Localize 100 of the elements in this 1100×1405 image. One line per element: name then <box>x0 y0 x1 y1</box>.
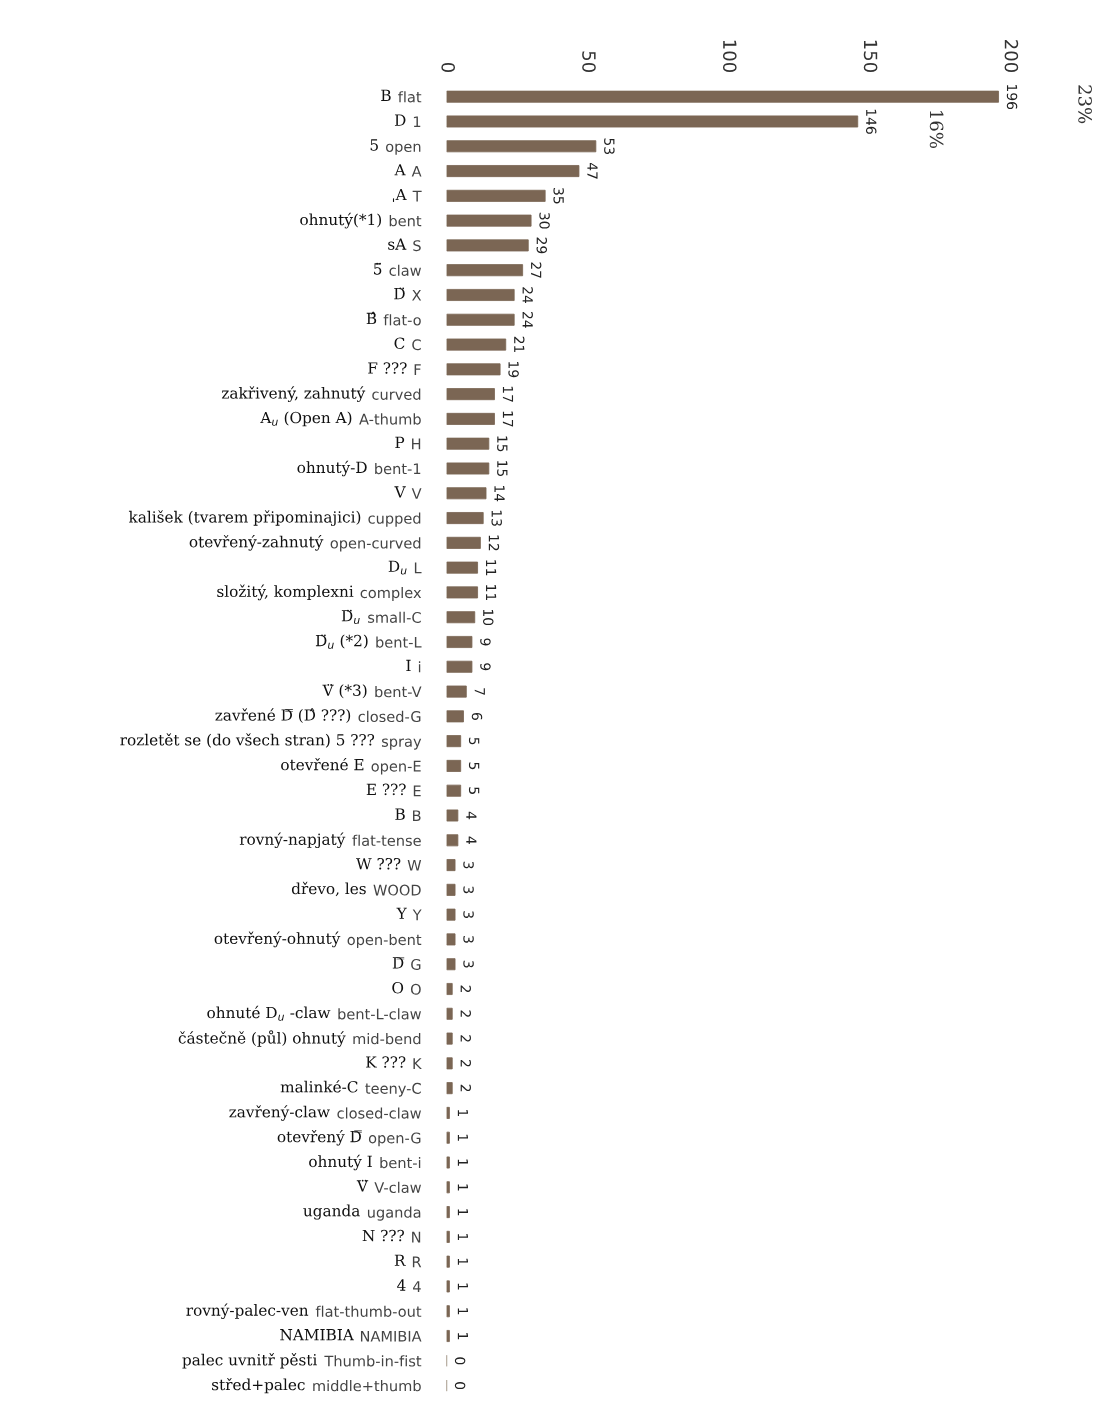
data-label: 1 <box>457 1258 468 1265</box>
y-tick-label: small-C <box>368 611 421 623</box>
text: zavřený-claw <box>229 1105 330 1121</box>
y-tick-label: bent-1 <box>375 462 421 475</box>
y-tick-label: open-bent <box>347 933 422 948</box>
text: otevřený-zahnutý <box>189 535 324 551</box>
text: malinké-C <box>280 1080 358 1093</box>
y-tick-label: bent-L-claw <box>338 1008 421 1020</box>
y-tick-label: K <box>413 1058 422 1069</box>
y-tick-label: flat-thumb-out <box>315 1305 422 1317</box>
y-tick-label: open-E <box>371 760 421 775</box>
x-tick-label: 200 <box>1004 40 1019 72</box>
y-tick-label: flat <box>398 91 422 103</box>
text: B̂ <box>366 311 377 324</box>
text: 23% <box>1078 85 1092 124</box>
text: D̈$_{u}$ (*2) <box>315 634 368 649</box>
data-label: 2 <box>460 1084 471 1092</box>
data-label: 9 <box>480 663 491 671</box>
x-tick-label: 0 <box>441 62 456 72</box>
data-label: 24 <box>522 287 533 304</box>
data-label: 1 <box>457 1209 468 1216</box>
text: rozletět se (do všech stran) 5 ??? <box>120 733 375 748</box>
y-tick-label: O <box>410 983 421 995</box>
y-tick-label: B <box>413 810 421 822</box>
y-tick-label: H <box>412 438 421 450</box>
data-label: 27 <box>531 262 542 278</box>
y-tick-label: WOOD <box>373 884 421 896</box>
y-tick-label: C <box>412 339 421 351</box>
text: W ??? <box>356 857 401 870</box>
text: V̈ <box>356 1179 369 1192</box>
text: kališek (tvarem připominajici) <box>128 510 361 526</box>
data-label: 0 <box>454 1382 466 1390</box>
y-tick-label: uganda <box>367 1206 421 1221</box>
y-tick-label: claw <box>389 264 421 276</box>
data-label: 146 <box>865 109 877 134</box>
y-tick-label: E <box>413 785 421 797</box>
text: ohnutý-D <box>297 460 367 477</box>
text: 5̈ <box>374 262 382 275</box>
data-label: 11 <box>486 585 497 600</box>
y-tick-label: bent-L <box>376 636 422 648</box>
y-tick-label: mid-bend <box>353 1033 421 1045</box>
text: N ??? <box>362 1229 404 1242</box>
y-tick-label: Thumb-in-fist <box>324 1355 422 1367</box>
x-tick-label: 50 <box>582 51 596 72</box>
y-tick-label: curved <box>372 388 421 400</box>
y-tick-label: cupped <box>368 512 421 527</box>
y-tick-label: closed-claw <box>337 1107 421 1119</box>
y-tick-label: V-claw <box>374 1181 421 1194</box>
data-label: 1 <box>457 1110 468 1117</box>
text: D <box>394 114 406 126</box>
data-label: 3 <box>463 911 474 918</box>
data-label: 14 <box>494 485 505 502</box>
data-label: 35 <box>553 188 564 204</box>
text: ohnutý I <box>309 1154 372 1171</box>
y-tick-label: open-curved <box>330 537 421 552</box>
y-tick-label: R <box>412 1256 422 1268</box>
text: D̈ <box>394 287 405 300</box>
text: rovný-napjatý <box>239 832 346 849</box>
data-label: 5 <box>468 737 480 745</box>
text: rovný-palec-ven <box>186 1303 309 1320</box>
text: složitý, komplexni <box>217 584 354 601</box>
data-label: 3 <box>463 936 474 943</box>
data-label: 17 <box>502 411 514 427</box>
y-tick-label: bent-i <box>380 1156 421 1169</box>
y-tick-label: T <box>412 190 422 202</box>
data-label: 9 <box>480 638 491 646</box>
y-tick-label: teeny-C <box>365 1082 421 1097</box>
text: otevřený D̿ <box>277 1129 362 1146</box>
data-label: 2 <box>460 1059 471 1067</box>
y-tick-label: S <box>413 240 421 252</box>
data-label: 15 <box>497 436 508 452</box>
data-label: 1 <box>457 1283 468 1290</box>
data-label: 3 <box>463 960 474 968</box>
text: ohnuté D$_{u}$ -claw <box>207 1005 331 1021</box>
y-tick-label: W <box>407 859 422 871</box>
data-label: 3 <box>463 861 474 869</box>
data-label: 17 <box>502 386 514 402</box>
text: ohnutý(*1) <box>300 212 382 229</box>
text: uganda <box>303 1204 360 1220</box>
text: NAMIBIA <box>280 1329 354 1341</box>
data-label: 2 <box>460 1035 471 1042</box>
text: D̿ <box>392 956 405 969</box>
data-label: 11 <box>486 560 497 576</box>
annotation: 16% <box>929 111 944 148</box>
data-label: 6 <box>471 712 483 720</box>
y-tick-label: A <box>411 165 422 177</box>
data-label: 5 <box>468 762 480 770</box>
text: D$_{u}$ <box>388 560 407 575</box>
text: ˌA <box>392 188 407 202</box>
y-tick-label: A-thumb <box>359 413 421 425</box>
text: K ??? <box>366 1056 406 1068</box>
y-tick-label: i <box>418 661 421 673</box>
data-label: 3 <box>463 886 474 894</box>
data-label: 24 <box>522 311 533 328</box>
data-label: 19 <box>508 362 519 378</box>
text: D̈$_{u}$ <box>341 609 360 625</box>
text: P <box>395 436 405 448</box>
text: střed+palec <box>212 1377 305 1394</box>
text: zavřené D̿ (D̂ ???) <box>215 708 351 723</box>
data-label: 29 <box>536 237 548 254</box>
